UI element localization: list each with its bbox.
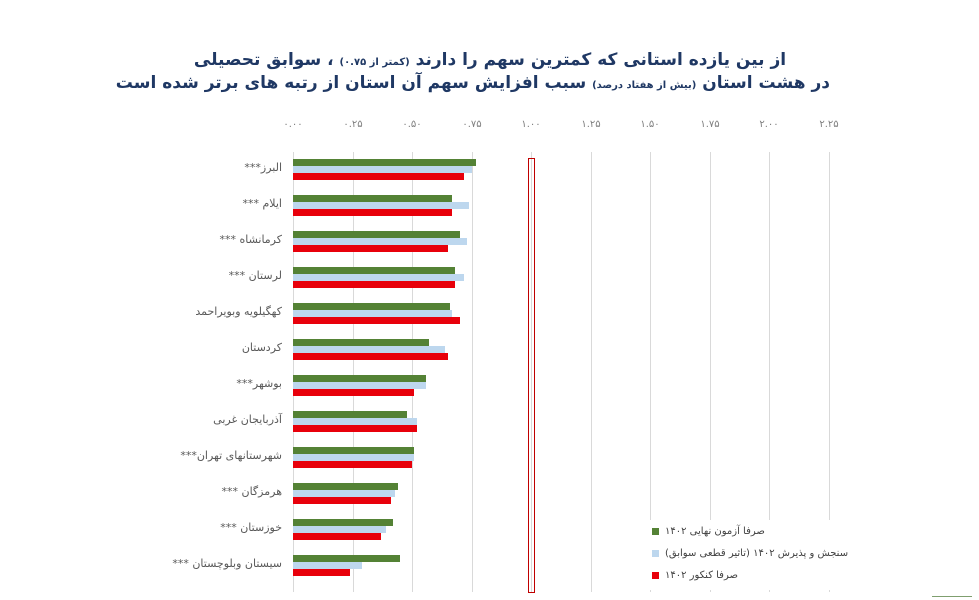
bar-konkur xyxy=(293,173,464,180)
category-label: کهگیلویه وبویراحمد xyxy=(195,305,282,318)
title-line1-end: ، سوابق تحصیلی xyxy=(193,50,334,70)
bar-final-exam xyxy=(293,159,476,166)
bar-konkur xyxy=(293,497,391,504)
gridline xyxy=(412,152,413,592)
bar-final-exam xyxy=(293,339,429,346)
gridline xyxy=(531,152,532,592)
bar-final-exam xyxy=(293,411,407,418)
category-label: کرمانشاه *** xyxy=(219,233,282,246)
category-label: کردستان xyxy=(241,341,282,354)
category-label: هرمزگان *** xyxy=(221,485,283,498)
legend-label: سنجش و پذیرش ۱۴۰۲ (تاثیر قطعی سوابق) xyxy=(665,547,849,559)
bar-konkur xyxy=(293,245,448,252)
bar-combined-admission xyxy=(293,274,464,281)
category-label: شهرستانهای تهران*** xyxy=(180,449,282,462)
bar-konkur xyxy=(293,209,452,216)
gridline xyxy=(591,152,592,592)
bar-konkur xyxy=(293,425,417,432)
x-axis-tick-label: ۰.۲۵ xyxy=(343,119,363,130)
legend-item: سنجش و پذیرش ۱۴۰۲ (تاثیر قطعی سوابق) xyxy=(652,546,848,560)
bar-konkur xyxy=(293,533,381,540)
category-label: خوزستان *** xyxy=(220,521,282,534)
title-line2-note: (بیش از هفتاد درصد) xyxy=(592,80,697,91)
bar-combined-admission xyxy=(293,418,417,425)
bar-combined-admission xyxy=(293,382,426,389)
chart-title-line-1: از بین یازده استانی که کمترین سهم را دار… xyxy=(150,50,830,73)
bar-combined-admission xyxy=(293,562,362,569)
category-label: سیستان وبلوچستان *** xyxy=(172,557,282,570)
bar-combined-admission xyxy=(293,490,395,497)
legend-label: صرفا آزمون نهایی ۱۴۰۲ xyxy=(665,525,765,537)
legend-swatch-icon xyxy=(652,527,659,535)
bar-final-exam xyxy=(293,447,414,454)
x-axis-tick-label: ۲.۰۰ xyxy=(759,119,779,130)
legend-label: صرفا کنکور ۱۴۰۲ xyxy=(665,569,738,581)
x-axis-tick-label: ۰.۷۵ xyxy=(462,119,482,130)
bar-konkur xyxy=(293,389,414,396)
category-label: آذربایجان غربی xyxy=(213,413,282,426)
x-axis-tick-label: ۱.۲۵ xyxy=(581,119,601,130)
bar-final-exam xyxy=(293,483,398,490)
legend-swatch-icon xyxy=(652,549,659,557)
bar-combined-admission xyxy=(293,166,472,173)
bar-combined-admission xyxy=(293,454,414,461)
gridline xyxy=(710,152,711,592)
gridline xyxy=(829,152,830,592)
category-label: ایلام *** xyxy=(242,197,283,210)
category-label: البرز*** xyxy=(244,161,282,174)
bar-final-exam xyxy=(293,195,452,202)
category-label: لرستان *** xyxy=(228,269,282,282)
gridline xyxy=(353,152,354,592)
bar-final-exam xyxy=(293,267,455,274)
title-line2-start: در هشت استان xyxy=(702,73,830,93)
bar-combined-admission xyxy=(293,310,452,317)
gridline xyxy=(650,152,651,592)
bar-konkur xyxy=(293,281,455,288)
legend-item: صرفا آزمون نهایی ۱۴۰۲ xyxy=(652,524,765,538)
gridline xyxy=(293,152,294,592)
x-axis-tick-label: ۲.۲۵ xyxy=(819,119,839,130)
corner-decoration-line xyxy=(932,596,972,597)
gridline xyxy=(769,152,770,592)
bar-final-exam xyxy=(293,231,460,238)
bar-final-exam xyxy=(293,519,393,526)
x-axis-tick-label: ۰.۵۰ xyxy=(402,119,422,130)
bar-combined-admission xyxy=(293,346,445,353)
legend-swatch-icon xyxy=(652,571,659,579)
bar-final-exam xyxy=(293,303,450,310)
x-axis-tick-label: ۱.۵۰ xyxy=(640,119,660,130)
bar-final-exam xyxy=(293,555,400,562)
bar-combined-admission xyxy=(293,202,469,209)
x-axis-tick-label: ۱.۷۵ xyxy=(700,119,720,130)
category-label: بوشهر*** xyxy=(236,377,282,390)
bar-combined-admission xyxy=(293,238,467,245)
title-line1-note: (کمتر از ۰.۷۵) xyxy=(339,57,410,68)
bar-konkur xyxy=(293,461,412,468)
title-line2-end: سبب افزایش سهم آن استان از رتبه های برتر… xyxy=(115,73,587,93)
title-line1-main: از بین یازده استانی که کمترین سهم را دار… xyxy=(415,50,787,70)
bar-konkur xyxy=(293,317,460,324)
bar-konkur xyxy=(293,569,350,576)
legend-item: صرفا کنکور ۱۴۰۲ xyxy=(652,568,738,582)
bar-combined-admission xyxy=(293,526,386,533)
gridline xyxy=(472,152,473,592)
x-axis-tick-label: ۰.۰۰ xyxy=(283,119,303,130)
bar-konkur xyxy=(293,353,448,360)
x-axis-tick-label: ۱.۰۰ xyxy=(521,119,541,130)
chart-legend: صرفا آزمون نهایی ۱۴۰۲ سنجش و پذیرش ۱۴۰۲ (… xyxy=(648,520,848,590)
highlight-box-at-1 xyxy=(528,158,535,593)
bar-final-exam xyxy=(293,375,426,382)
chart-title-line-2: در هشت استان (بیش از هفتاد درصد) سبب افز… xyxy=(116,73,830,96)
